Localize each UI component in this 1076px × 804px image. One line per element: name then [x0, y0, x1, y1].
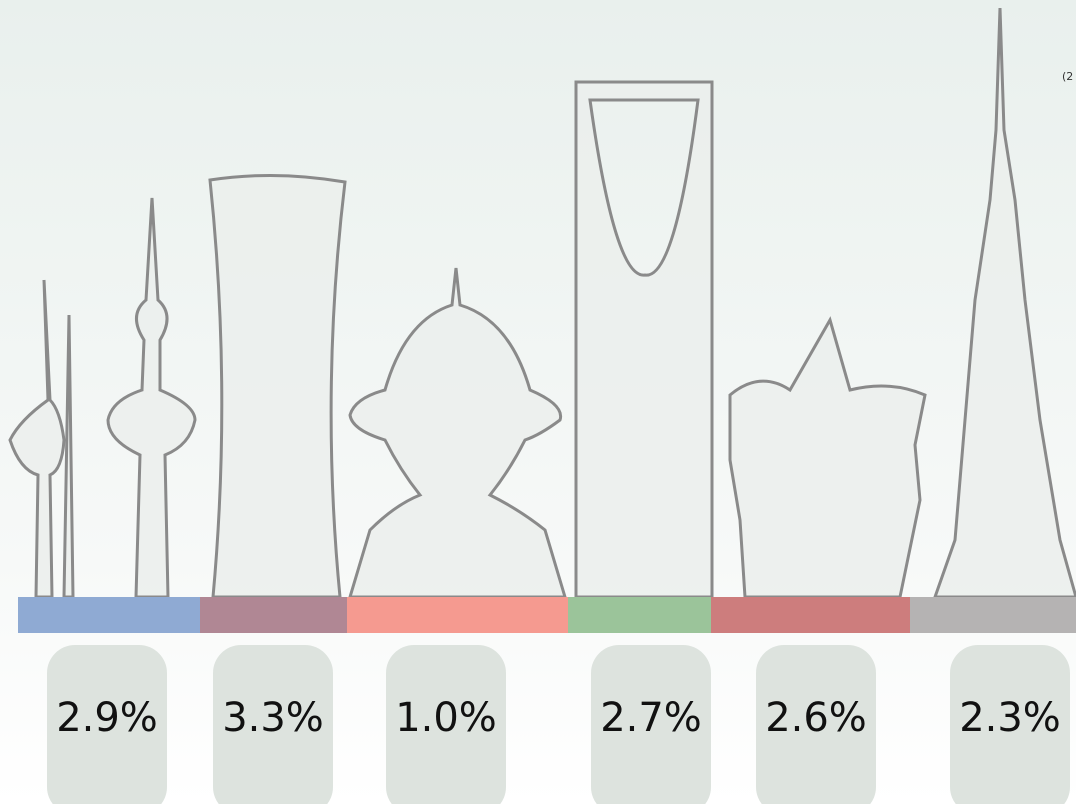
value-label: 3.3% — [222, 695, 324, 741]
infographic: (2 2.9% 3.3% 1.0% 2.7% 2.6% 2.3% — [0, 0, 1076, 804]
value-label: 2.9% — [56, 695, 158, 741]
value-label: 2.3% — [959, 695, 1061, 741]
color-band — [347, 597, 568, 633]
color-band — [711, 597, 910, 633]
color-band — [200, 597, 347, 633]
color-band — [18, 597, 200, 633]
value-label: 1.0% — [395, 695, 497, 741]
value-label: 2.6% — [765, 695, 867, 741]
value-label: 2.7% — [600, 695, 702, 741]
color-band — [910, 597, 1076, 633]
color-bands — [18, 597, 1076, 633]
color-band — [568, 597, 711, 633]
corner-note: (2 — [1062, 70, 1073, 83]
